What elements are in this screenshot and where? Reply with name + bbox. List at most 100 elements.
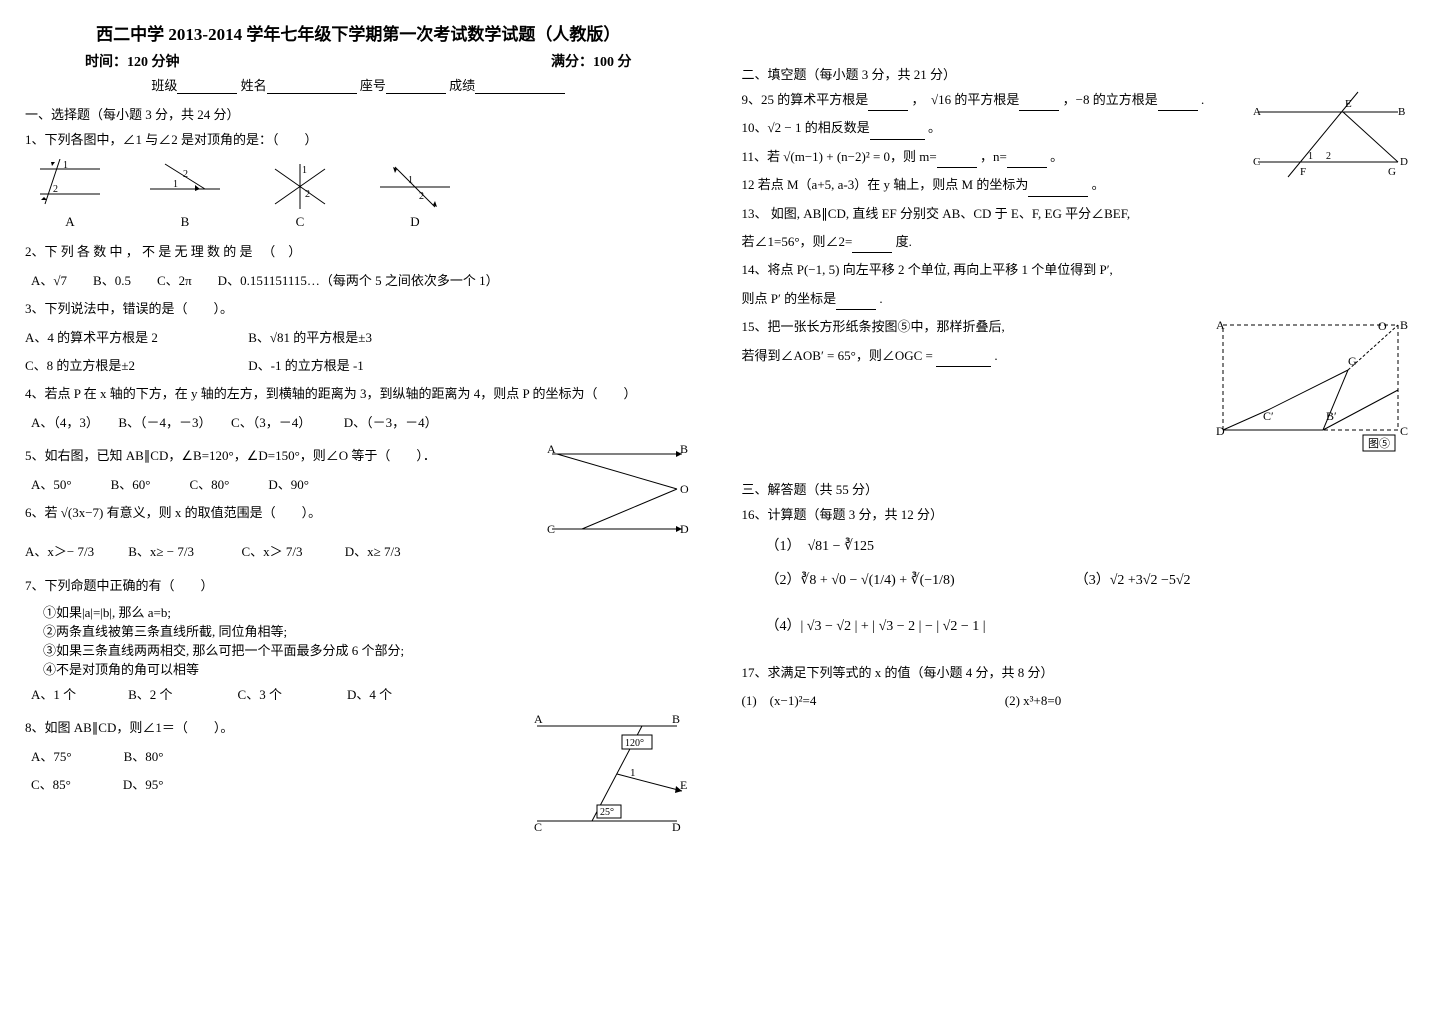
q7-sub3: ③如果三条直线两两相交, 那么可把一个平面最多分成 6 个部分; [43,640,692,659]
section-2-heading: 二、填空题（每小题 3 分，共 21 分） [742,64,1409,83]
q12-b: 。 [1092,177,1105,192]
q6-opt-d: D、x≥ 7/3 [345,544,401,559]
q9-blank2[interactable] [1019,97,1059,111]
q6-opt-a: A、x＞− 7/3 [25,540,125,563]
svg-text:2: 2 [183,169,188,180]
q1-label-d: D [375,214,455,230]
left-column: 西二中学 2013-2014 学年七年级下学期第一次考试数学试题（人教版） 时间… [0,0,717,861]
q3-opt-b: B、√81 的平方根是±3 [248,330,372,345]
q7-text: 7、下列命题中正确的有（ ） [25,574,692,597]
q11-blank1[interactable] [937,154,977,168]
q8-options-2: C、85° D、95° [31,773,522,796]
svg-text:B: B [672,712,680,726]
q5-text: 5、如右图，已知 AB∥CD，∠B=120°，∠D=150°，则∠O 等于（ ）… [25,444,542,467]
q1-opt-d: 1 2 D [375,159,455,230]
grade-blank[interactable] [475,80,565,94]
score-label: 满分：100 分 [551,51,632,71]
q1-diagrams: 1 2 A 2 1 B 1 2 [35,159,692,230]
q11-b: ，n= [980,149,1007,164]
q13-blank[interactable] [852,239,892,253]
q15-figure: A B C D O G B′ C′ 图⑤ [1208,315,1408,455]
q12-a: 12 若点 M（a+5, a-3）在 y 轴上，则点 M 的坐标为 [742,177,1029,192]
seat-blank[interactable] [386,80,446,94]
section-1-heading: 一、选择题（每小题 3 分，共 24 分） [25,104,692,123]
q4-options: A、（4，3） B、（－4，－3） C、（3，－4） D、（－3，－4） [31,411,692,434]
svg-text:C′: C′ [1263,409,1274,423]
q11-blank2[interactable] [1007,154,1047,168]
student-info-row: 班级 姓名 座号 成绩 [25,75,692,94]
q7-options: A、1 个 B、2 个 C、3 个 D、4 个 [31,683,692,706]
q13b: 若∠1=56°，则∠2= 度. [742,230,1409,253]
svg-text:A: A [1216,318,1225,332]
q15b-b: . [994,348,997,363]
svg-text:G: G [1388,166,1396,178]
q9-d: . [1201,92,1204,107]
calc-1: （1） √81 − ∛125 [766,535,1409,555]
q15-blank[interactable] [936,353,991,367]
q1-opt-a: 1 2 A [35,159,105,230]
page-title: 西二中学 2013-2014 学年七年级下学期第一次考试数学试题（人教版） [25,20,692,45]
eq-2: (2) x³+8=0 [1005,693,1061,708]
q10-a: 10、√2 − 1 的相反数是 [742,120,870,135]
calc-row-2-3: （2）∛8 + √0 − √(1/4) + ∛(−1/8) （3）√2 +3√2… [766,569,1409,589]
q3-opt-a: A、4 的算术平方根是 2 [25,326,245,349]
svg-text:25°: 25° [600,807,614,818]
calc-3: （3）√2 +3√2 −5√2 [1075,569,1191,589]
q13b-a: 若∠1=56°，则∠2= [742,234,853,249]
q17-text: 17、求满足下列等式的 x 的值（每小题 4 分，共 8 分） [742,661,1409,684]
q6-options: A、x＞− 7/3 B、x≥ − 7/3 C、x＞ 7/3 D、x≥ 7/3 [25,540,542,563]
q9-blank1[interactable] [868,97,908,111]
svg-text:A: A [1253,106,1261,118]
class-blank[interactable] [177,80,237,94]
q7-sub4: ④不是对顶角的角可以相等 [43,659,692,678]
svg-text:1: 1 [302,165,307,176]
svg-text:C: C [547,522,555,536]
name-blank[interactable] [267,80,357,94]
q13-figure: A B C D E F G 1 2 [1248,87,1408,182]
q3-options-row1: A、4 的算术平方根是 2 B、√81 的平方根是±3 [25,326,692,349]
q14-blank[interactable] [836,296,876,310]
svg-text:E: E [1345,98,1352,110]
svg-text:A: A [534,712,543,726]
q8-figure: A B C D E 120° 25° 1 [522,711,692,841]
q14-text: 14、将点 P(−1, 5) 向左平移 2 个单位, 再向上平移 1 个单位得到… [742,258,1409,281]
calc-4: （4）| √3 − √2 | + | √3 − 2 | − | √2 − 1 | [766,615,1409,635]
svg-text:120°: 120° [625,738,644,749]
svg-text:1: 1 [173,179,178,190]
q9-b: ， √16 的平方根是 [912,92,1020,107]
calc-2: （2）∛8 + √0 − √(1/4) + ∛(−1/8) [766,569,955,589]
svg-text:C: C [1253,156,1260,168]
svg-text:1: 1 [408,175,413,186]
q9-a: 9、25 的算术平方根是 [742,92,869,107]
eq-1: (1) (x−1)²=4 [742,689,1002,712]
svg-text:O: O [1378,319,1387,333]
class-label: 班级 [151,78,177,93]
svg-text:A: A [547,442,556,456]
q6-opt-b: B、x≥ − 7/3 [128,540,238,563]
q1-label-a: A [35,214,105,230]
q10-blank[interactable] [870,125,925,139]
q1-fig-a: 1 2 [35,159,105,214]
q9-blank3[interactable] [1158,97,1198,111]
q1-text: 1、下列各图中，∠1 与∠2 是对顶角的是：（ ） [25,128,692,151]
section-3-heading: 三、解答题（共 55 分） [742,479,1409,498]
svg-text:O: O [680,482,689,496]
svg-text:2: 2 [53,184,58,195]
q1-label-c: C [265,214,335,230]
svg-text:D: D [1216,424,1225,438]
q16-text: 16、计算题（每题 3 分，共 12 分） [742,503,1409,526]
q12-blank[interactable] [1028,182,1088,196]
time-label: 时间：120 分钟 [85,51,180,71]
svg-text:D: D [1400,156,1408,168]
right-column: 二、填空题（每小题 3 分，共 21 分） A B C D E F G 1 2 … [717,0,1433,861]
svg-text:B′: B′ [1326,409,1337,423]
name-label: 姓名 [241,78,267,93]
q4-text: 4、若点 P 在 x 轴的下方，在 y 轴的左方，到横轴的距离为 3，到纵轴的距… [25,382,692,405]
q14b-b: . [879,291,882,306]
q17-eqs: (1) (x−1)²=4 (2) x³+8=0 [742,689,1409,712]
seat-label: 座号 [360,78,386,93]
svg-text:C: C [534,820,542,834]
svg-text:D: D [672,820,681,834]
q13b-b: 度. [896,234,912,249]
svg-text:C: C [1400,424,1408,438]
